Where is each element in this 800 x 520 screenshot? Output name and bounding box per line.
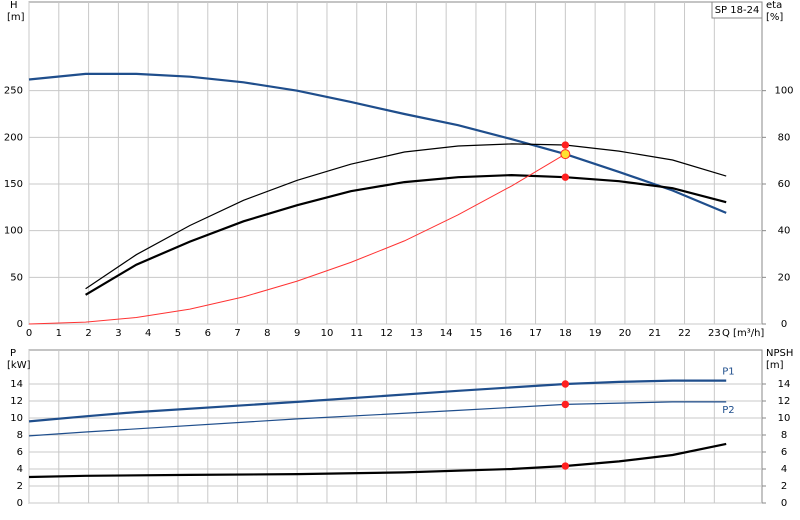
y2-tick-label: 0 [781, 319, 787, 330]
y2-tick-label: 4 [781, 464, 787, 475]
x-tick-label: 1 [56, 328, 62, 339]
y-axis-label: P [10, 348, 16, 359]
y-tick-label: 12 [10, 396, 23, 407]
y2-tick-label: 12 [778, 396, 791, 407]
operating-point [561, 141, 570, 149]
y2-tick-label: 100 [774, 86, 793, 97]
y2-tick-label: 6 [781, 447, 787, 458]
y-axis-unit: [m] [7, 12, 25, 23]
series-label: P2 [722, 405, 734, 416]
y2-axis-label: eta [766, 0, 782, 11]
y-tick-label: 6 [17, 447, 23, 458]
x-tick-label: 20 [619, 328, 632, 339]
x-tick-label: 2 [85, 328, 91, 339]
y2-tick-label: 20 [778, 272, 791, 283]
plot-frame [28, 1, 763, 325]
curve [28, 72, 727, 214]
operating-point [561, 173, 570, 181]
y2-tick-label: 8 [781, 430, 787, 441]
y2-tick-label: 2 [781, 481, 787, 492]
y-tick-label: 250 [4, 86, 23, 97]
x-tick-label: 18 [559, 328, 572, 339]
operating-point [561, 400, 570, 409]
plot-frame [28, 349, 763, 504]
y2-tick-label: 10 [778, 413, 791, 424]
x-tick-label: 19 [589, 328, 602, 339]
x-tick-label: 0 [26, 328, 32, 339]
x-tick-label: 11 [350, 328, 363, 339]
y-tick-label: 2 [17, 481, 23, 492]
y-tick-label: 200 [4, 132, 23, 143]
y-tick-label: 0 [17, 498, 23, 509]
y2-axis-unit: [%] [766, 12, 783, 23]
x-tick-label: 3 [115, 328, 121, 339]
y-tick-label: 0 [17, 319, 23, 330]
curve [28, 442, 727, 479]
y-tick-label: 50 [10, 272, 23, 283]
x-tick-label: 16 [499, 328, 512, 339]
model-label: SP 18-24 [715, 5, 760, 16]
y2-tick-label: 0 [781, 498, 787, 509]
operating-point [561, 462, 570, 470]
y-tick-label: 10 [10, 413, 23, 424]
x-tick-label: 17 [529, 328, 542, 339]
x-tick-label: 21 [648, 328, 661, 339]
y-axis-unit: [kW] [7, 360, 31, 371]
x-axis-label: Q [m³/h] [722, 328, 764, 339]
curve [28, 401, 727, 437]
curve [28, 379, 727, 423]
x-tick-label: 7 [234, 328, 240, 339]
x-tick-label: 10 [321, 328, 334, 339]
y2-axis-unit: [m] [766, 360, 784, 371]
x-tick-label: 12 [380, 328, 393, 339]
x-tick-label: 23 [708, 328, 721, 339]
x-tick-label: 4 [145, 328, 151, 339]
y-axis-label: H [10, 0, 18, 11]
curve [85, 173, 727, 296]
label-box [711, 1, 763, 19]
curve [85, 143, 727, 290]
operating-point [560, 149, 571, 160]
x-tick-label: 15 [470, 328, 483, 339]
y2-tick-label: 14 [778, 379, 791, 390]
operating-point [561, 380, 570, 388]
y-tick-label: 100 [4, 226, 23, 237]
y2-axis-label: NPSH [766, 348, 793, 359]
series-label: P1 [722, 367, 734, 378]
x-tick-label: 6 [205, 328, 211, 339]
y2-tick-label: 40 [778, 226, 791, 237]
x-tick-label: 5 [175, 328, 181, 339]
y-tick-label: 4 [17, 464, 23, 475]
x-tick-label: 13 [410, 328, 423, 339]
x-tick-label: 8 [264, 328, 270, 339]
y2-tick-label: 60 [778, 179, 791, 190]
x-tick-label: 22 [678, 328, 691, 339]
curve [28, 153, 566, 325]
y-tick-label: 150 [4, 179, 23, 190]
x-tick-label: 9 [294, 328, 300, 339]
y2-tick-label: 80 [778, 132, 791, 143]
x-tick-label: 14 [440, 328, 453, 339]
y-tick-label: 14 [10, 379, 23, 390]
y-tick-label: 8 [17, 430, 23, 441]
